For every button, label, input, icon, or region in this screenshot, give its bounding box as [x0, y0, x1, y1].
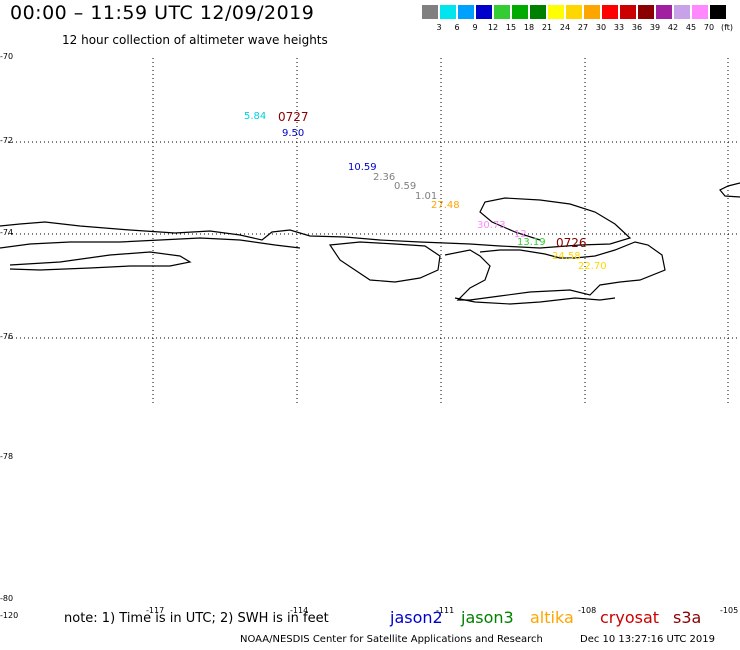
wave-height-value: 12 [514, 229, 527, 240]
scale-swatch [674, 5, 690, 19]
generated-timestamp: Dec 10 13:27:16 UTC 2019 [580, 634, 715, 645]
ice-shelf-coast [0, 197, 632, 249]
scale-swatch [422, 5, 438, 19]
satellite-s3a: s3a [673, 608, 702, 627]
scale-label: (ft) [720, 23, 734, 32]
scale-swatch [494, 5, 510, 19]
scale-swatch [692, 5, 708, 19]
scale-label: 33 [613, 23, 625, 32]
wave-height-value: 13.19 [517, 237, 546, 248]
footer-note: note: 1) Time is in UTC; 2) SWH is in fe… [64, 611, 329, 626]
scale-swatch [548, 5, 564, 19]
wave-height-value: 5.84 [244, 111, 267, 122]
lon-label: -114 [290, 606, 309, 615]
wave-height-value: 30.73 [477, 220, 506, 231]
scale-label: 9 [472, 23, 478, 32]
scale-swatch [602, 5, 618, 19]
lon-label: -111 [436, 606, 455, 615]
scale-swatch [584, 5, 600, 19]
scale-swatch [710, 5, 726, 19]
scale-swatch [620, 5, 636, 19]
scale-swatch [476, 5, 492, 19]
scale-label: 3 [436, 23, 442, 32]
lon-label: -117 [146, 606, 165, 615]
map-subtitle: 12 hour collection of altimeter wave hei… [62, 33, 328, 47]
scale-label: 6 [454, 23, 460, 32]
lat-label: -76 [0, 332, 14, 341]
northeast-coast [719, 182, 740, 198]
lat-label: -72 [0, 136, 14, 145]
wave-height-value: 22.70 [578, 261, 607, 272]
scale-label: 39 [649, 23, 661, 32]
scale-swatch [656, 5, 672, 19]
scale-label: 27 [577, 23, 589, 32]
scale-swatch [440, 5, 456, 19]
satellite-jason3: jason3 [461, 608, 514, 627]
scale-label: 30 [595, 23, 607, 32]
scale-label: 15 [505, 23, 517, 32]
lat-label: -74 [0, 228, 14, 237]
map-title: 00:00 – 11:59 UTC 12/09/2019 [10, 2, 315, 24]
wave-height-value: 0.59 [394, 181, 417, 192]
scale-swatch [512, 5, 528, 19]
peninsula [444, 241, 666, 301]
scale-swatch [638, 5, 654, 19]
scale-label: 36 [631, 23, 643, 32]
wave-height-value: 27.48 [431, 200, 460, 211]
wave-height-value: 9.50 [282, 128, 305, 139]
scale-label: 70 [703, 23, 715, 32]
scale-label: 45 [685, 23, 697, 32]
lon-label: -108 [578, 606, 597, 615]
inner-island [0, 237, 301, 249]
scale-swatch [566, 5, 582, 19]
scale-label: 24 [559, 23, 571, 32]
graticule [8, 58, 740, 405]
satellite-altika: altika [530, 608, 574, 627]
scale-label: 42 [667, 23, 679, 32]
credit-line: NOAA/NESDIS Center for Satellite Applica… [240, 634, 543, 645]
peninsula-south [454, 297, 616, 305]
pass-time-label: 0727 [278, 110, 309, 124]
pass-time-label: 0726 [556, 236, 587, 250]
wave-height-value: 1.01 [415, 191, 438, 202]
lat-label: -70 [0, 52, 14, 61]
satellite-jason2: jason2 [390, 608, 443, 627]
scale-label: 12 [487, 23, 499, 32]
coastline [0, 182, 740, 305]
lon-label: -105 [720, 606, 739, 615]
satellite-cryosat: cryosat [600, 608, 660, 627]
wave-height-value: 10.59 [348, 162, 377, 173]
scale-label: 18 [523, 23, 535, 32]
island-mid [9, 251, 192, 271]
wave-height-value: 2.36 [373, 172, 396, 183]
scale-swatch [458, 5, 474, 19]
scale-label: 21 [541, 23, 553, 32]
lat-label: -78 [0, 452, 14, 461]
lat-label: -80 [0, 594, 14, 603]
island-east [328, 241, 441, 283]
wave-height-value: 24.58 [552, 251, 581, 262]
lon-label-corner: -120 [0, 611, 19, 620]
scale-swatch [530, 5, 546, 19]
